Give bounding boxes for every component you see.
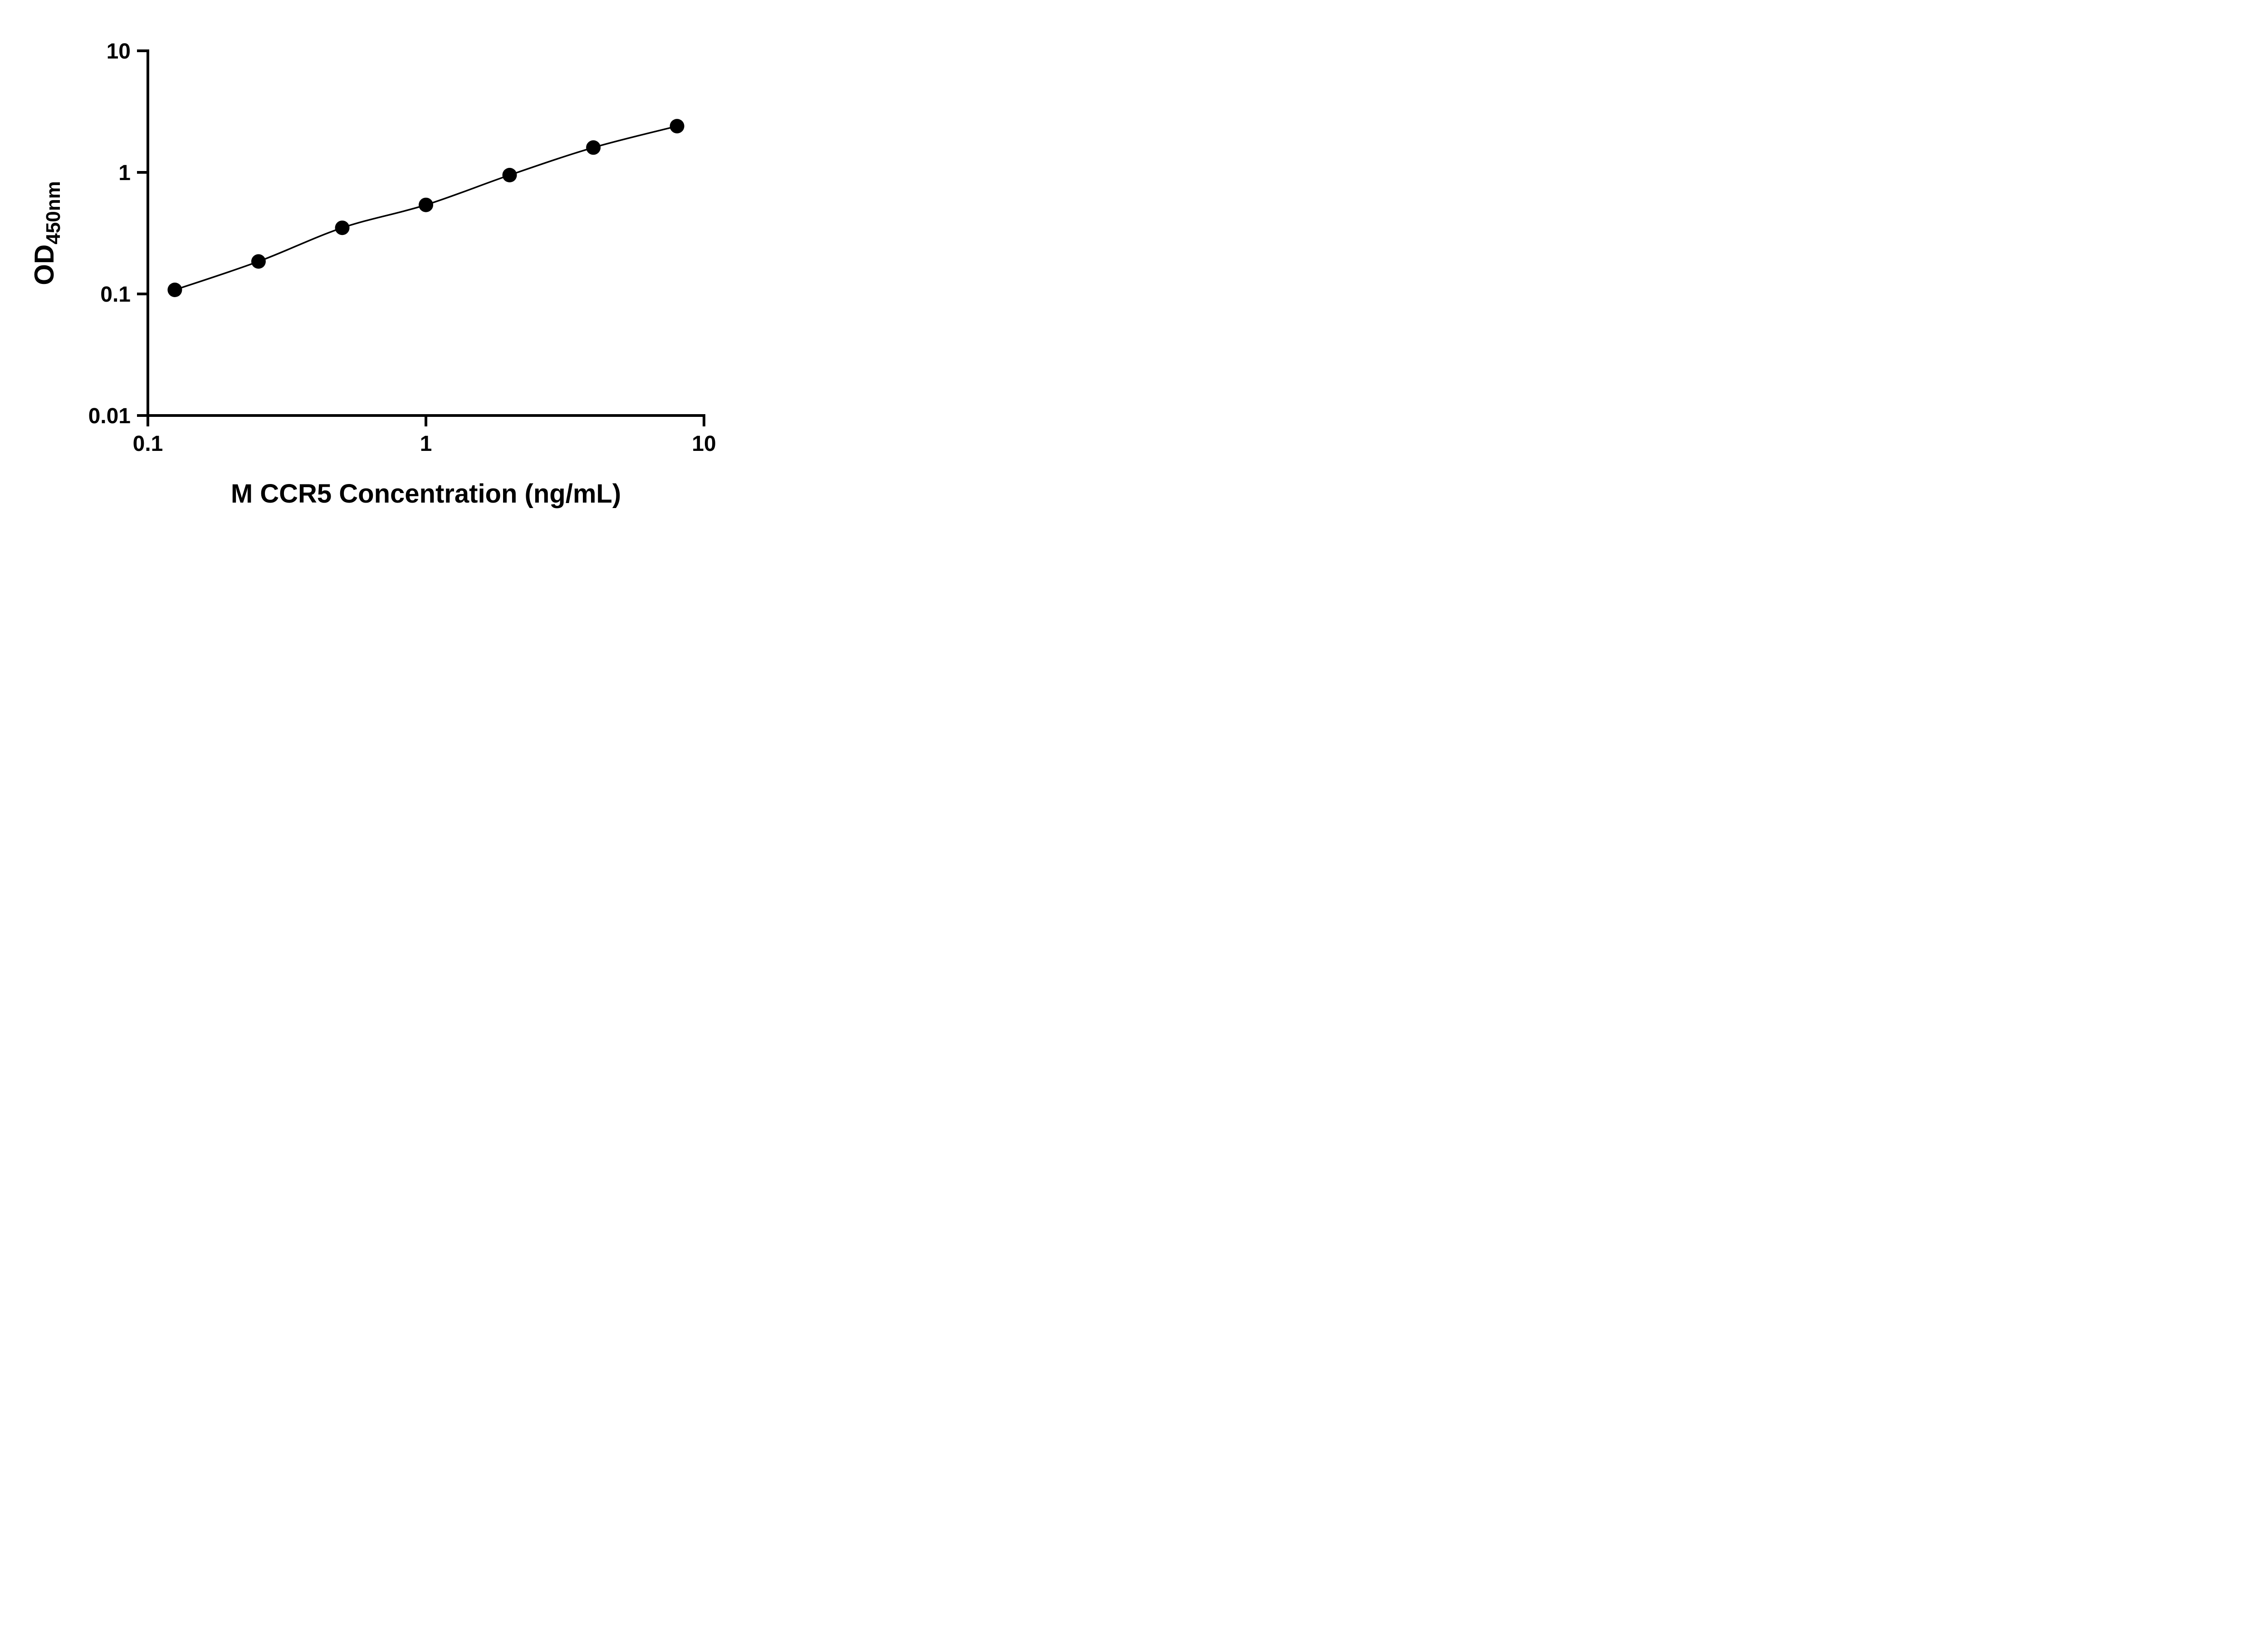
data-point-5 [586,140,601,155]
y-tick-label: 1 [118,161,131,185]
data-point-3 [419,197,433,212]
chart-background [0,0,776,544]
y-axis-title-subscript: 450nm [42,181,64,244]
y-tick-label: 10 [107,39,131,64]
y-axis-title: OD450nm [29,181,64,285]
y-axis-title-main: OD [29,244,59,285]
x-axis-title: M CCR5 Concentration (ng/mL) [231,479,621,508]
y-tick-label: 0.01 [88,404,131,428]
page: 0.01 0.1 1 10 0.1 1 10 M CCR5 Concentration (ng… [0,0,776,544]
data-point-1 [251,254,266,269]
standard-curve-chart: 0.01 0.1 1 10 0.1 1 10 M CCR5 Concentration (ng… [0,0,776,544]
x-tick-label: 0.1 [133,432,163,456]
x-tick-label: 1 [420,432,432,456]
y-tick-label: 0.1 [100,283,131,307]
data-point-4 [502,168,517,182]
data-point-6 [670,119,684,134]
data-point-2 [335,220,350,235]
data-point-0 [167,283,182,297]
x-tick-label: 10 [692,432,716,456]
